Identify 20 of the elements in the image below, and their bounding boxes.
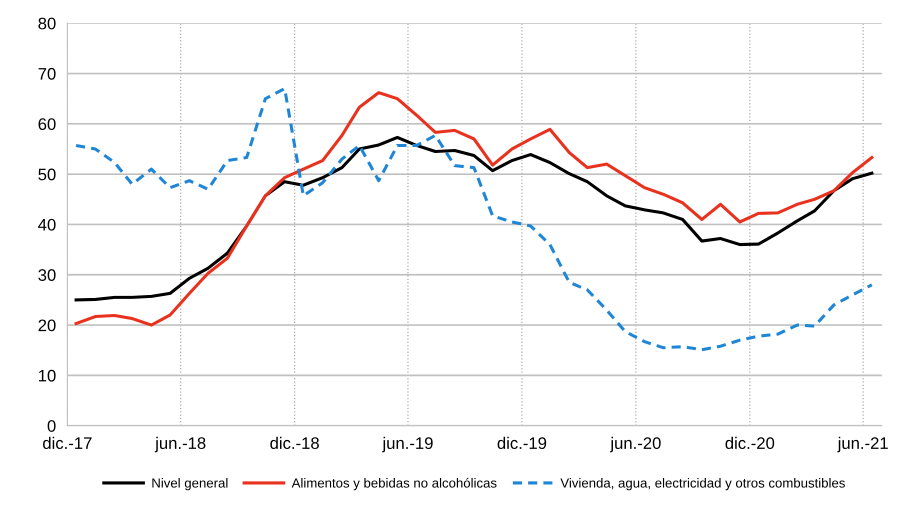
x-tick-label: dic.-20 xyxy=(726,436,774,450)
y-tick-label: 30 xyxy=(38,269,56,281)
y-tick-label: 80 xyxy=(38,18,56,30)
x-tick-label: jun.-18 xyxy=(154,436,206,452)
x-tick-label: jun.-20 xyxy=(610,436,661,452)
legend-label: Alimentos y bebidas no alcohólicas xyxy=(292,478,497,490)
y-tick-label: 10 xyxy=(38,370,56,382)
y-tick-label: 20 xyxy=(38,319,56,332)
x-tick-label: dic.-18 xyxy=(270,436,319,450)
y-tick-label: 60 xyxy=(38,118,56,130)
x-tick-label: dic.-17 xyxy=(43,436,92,450)
x-tick-label: jun.-19 xyxy=(382,436,433,452)
x-tick-label: dic.-19 xyxy=(498,436,546,450)
y-tick-label: 70 xyxy=(38,68,56,80)
legend-label: Nivel general xyxy=(152,478,228,490)
legend-label: Vivienda, agua, electricidad y otros combustibles xyxy=(560,478,845,490)
x-tick-label: jun.-21 xyxy=(837,436,888,452)
y-tick-label: 0 xyxy=(48,420,56,432)
y-tick-label: 40 xyxy=(38,218,56,231)
y-tick-label: 50 xyxy=(38,168,56,180)
